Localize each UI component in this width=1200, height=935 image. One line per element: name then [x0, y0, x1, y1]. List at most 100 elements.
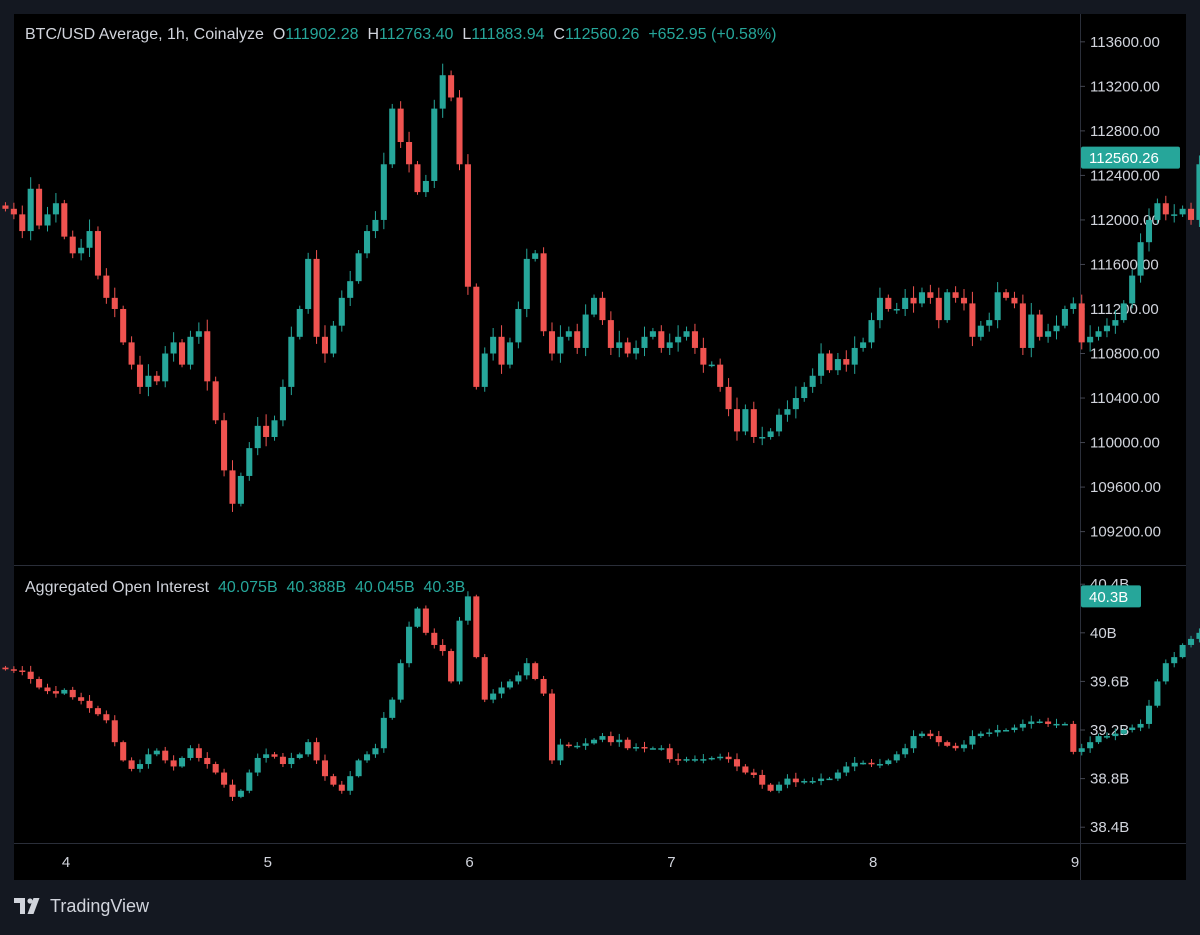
- candle: [481, 347, 488, 392]
- oi-pane-current-badge: [1081, 585, 1141, 608]
- candle-body: [616, 342, 623, 348]
- candle-body: [187, 336, 194, 365]
- candle: [1003, 728, 1010, 732]
- candle: [1061, 305, 1068, 329]
- candle-body: [708, 757, 715, 760]
- candle: [490, 689, 497, 704]
- candle: [1145, 208, 1153, 252]
- candle: [10, 202, 17, 220]
- candle-body: [305, 258, 312, 309]
- candle: [591, 294, 598, 318]
- candle-body: [246, 772, 253, 791]
- candle-body: [868, 320, 875, 343]
- candle-body: [1188, 208, 1195, 220]
- tradingview-brand[interactable]: TradingView: [14, 894, 149, 918]
- y-tick-label: 112400.00: [1090, 167, 1160, 184]
- candle: [263, 748, 270, 763]
- candle: [1045, 717, 1052, 727]
- candle: [1112, 309, 1119, 334]
- candle: [422, 605, 429, 636]
- candle: [61, 199, 68, 240]
- candle: [1154, 198, 1161, 224]
- candle-body: [666, 748, 673, 760]
- candle-body: [52, 203, 59, 215]
- candle: [439, 639, 446, 656]
- candle: [414, 606, 421, 629]
- candle: [809, 777, 816, 785]
- candle-body: [338, 784, 345, 791]
- y-tick-label: 109600.00: [1090, 479, 1161, 496]
- candle: [666, 333, 673, 355]
- candle-body: [162, 353, 169, 382]
- x-tick-label: 4: [62, 854, 70, 871]
- candle: [448, 70, 455, 102]
- candle-body: [389, 699, 396, 718]
- candle-body: [775, 784, 783, 791]
- candle-body: [1145, 705, 1153, 724]
- candle: [389, 103, 396, 169]
- candle-body: [1061, 308, 1068, 326]
- candle-body: [1112, 733, 1119, 737]
- candle-body: [1196, 632, 1200, 639]
- candle: [204, 752, 211, 769]
- candle-body: [422, 608, 429, 633]
- candle-body: [363, 231, 371, 254]
- candle: [19, 205, 26, 239]
- candle: [1188, 202, 1195, 225]
- candle-body: [204, 757, 211, 765]
- candle: [868, 312, 875, 349]
- candle: [128, 757, 135, 772]
- candle-body: [658, 331, 665, 348]
- candle: [1087, 325, 1094, 352]
- candle-body: [624, 342, 631, 354]
- candle-body: [599, 297, 606, 321]
- candle: [834, 769, 841, 782]
- candle: [742, 764, 749, 775]
- candle-body: [591, 297, 598, 315]
- candle: [986, 728, 993, 737]
- high-value: 112763.40: [379, 26, 454, 43]
- candle: [94, 705, 101, 717]
- candle-body: [700, 347, 707, 365]
- candle-body: [860, 762, 867, 765]
- candle-body: [691, 759, 698, 761]
- candle-body: [170, 342, 177, 354]
- candle: [540, 247, 547, 337]
- candle-body: [212, 381, 219, 421]
- candle: [574, 742, 581, 749]
- candle: [523, 248, 530, 318]
- candle: [918, 731, 925, 738]
- chart-background: [14, 14, 1186, 880]
- candle: [784, 400, 791, 422]
- candle: [683, 326, 690, 341]
- candle: [296, 305, 303, 340]
- candle-body: [893, 308, 900, 311]
- candle-body: [78, 697, 85, 701]
- candle-body: [136, 364, 144, 387]
- candle: [372, 743, 379, 758]
- candle: [1036, 309, 1043, 341]
- candle: [279, 753, 286, 768]
- candle-body: [1045, 331, 1052, 337]
- candle: [851, 336, 858, 374]
- candle-body: [86, 700, 93, 709]
- candle-body: [94, 708, 101, 715]
- candle: [2, 665, 9, 671]
- candle: [229, 779, 236, 801]
- candle-body: [355, 760, 362, 777]
- candle: [78, 692, 85, 705]
- candle: [860, 337, 867, 352]
- candle: [221, 412, 228, 477]
- candle-body: [986, 732, 993, 734]
- candle: [153, 748, 160, 757]
- candle: [624, 737, 631, 751]
- candle: [1070, 720, 1077, 755]
- candle: [1129, 724, 1136, 733]
- candle: [363, 751, 371, 763]
- candle-body: [448, 75, 455, 98]
- candle: [733, 753, 741, 772]
- candle-body: [616, 739, 623, 743]
- candle-body: [876, 297, 883, 321]
- candle: [1171, 651, 1178, 668]
